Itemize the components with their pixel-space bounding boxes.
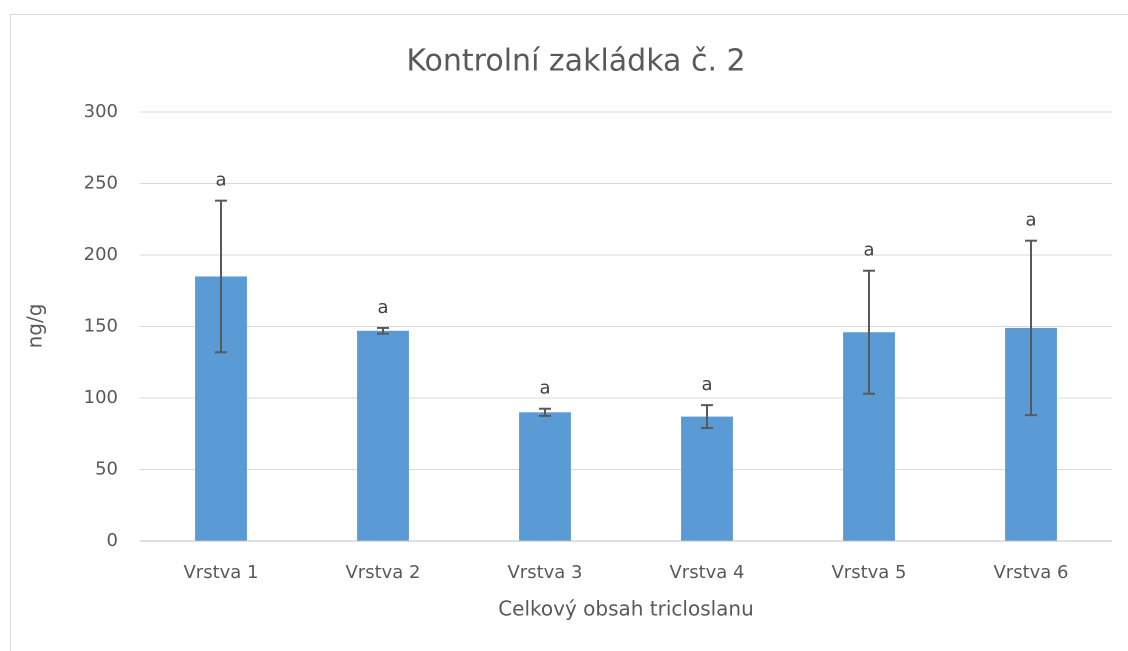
annotation: a <box>1025 210 1036 231</box>
y-tick-label: 100 <box>84 387 118 408</box>
x-tick-label: Vrstva 1 <box>183 562 258 583</box>
y-tick-label: 300 <box>84 101 118 122</box>
bar <box>681 416 733 541</box>
error-bar <box>215 199 227 354</box>
annotation: a <box>215 170 226 191</box>
x-axis-label: Celkový obsah tricloslanu <box>498 597 754 621</box>
error-bar <box>539 407 551 417</box>
chart-title: Kontrolní zakládka č. 2 <box>406 44 745 79</box>
x-tick-label: Vrstva 2 <box>345 562 420 583</box>
y-tick-label: 50 <box>95 459 118 480</box>
y-tick-label: 250 <box>84 173 118 194</box>
annotation: a <box>539 378 550 399</box>
x-tick-label: Vrstva 4 <box>669 562 744 583</box>
bar <box>357 330 409 541</box>
y-axis-label: ng/g <box>23 304 47 349</box>
x-tick-label: Vrstva 5 <box>831 562 906 583</box>
x-tick-label: Vrstva 6 <box>993 562 1068 583</box>
y-tick-label: 150 <box>84 316 118 337</box>
y-tick-label: 0 <box>107 530 118 551</box>
error-bar <box>863 269 875 395</box>
y-tick-label: 200 <box>84 244 118 265</box>
annotation: a <box>863 240 874 261</box>
bar <box>519 412 571 541</box>
chart-frame <box>10 14 1128 651</box>
error-bar <box>377 326 389 335</box>
annotation: a <box>377 297 388 318</box>
error-bar <box>1025 239 1037 417</box>
annotation: a <box>701 374 712 395</box>
error-bar <box>701 404 713 430</box>
x-tick-label: Vrstva 3 <box>507 562 582 583</box>
